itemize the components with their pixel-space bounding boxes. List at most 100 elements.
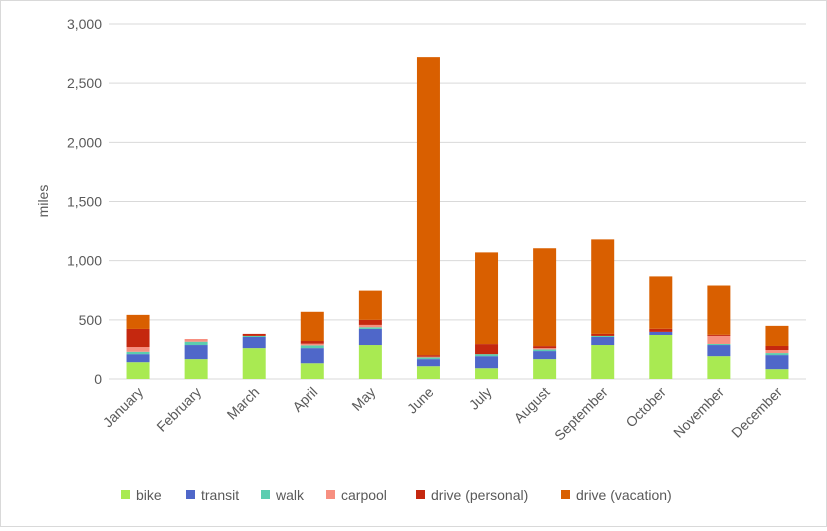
legend-item: bike	[121, 487, 162, 503]
bar-walk-may	[358, 327, 382, 329]
x-tick-label: January	[100, 384, 147, 431]
bar-drive-personal-may	[358, 319, 382, 325]
bar-drive-vacation-october	[649, 276, 673, 329]
x-tick-label: December	[728, 384, 785, 441]
bar-carpool-april	[300, 343, 324, 346]
x-axis-ticks: January February March April May June July Augu…	[100, 384, 786, 444]
y-tick-label: 1,500	[67, 194, 102, 210]
bar-transit-august	[533, 351, 557, 360]
y-tick-label: 500	[79, 312, 103, 328]
bar-carpool-may	[358, 324, 382, 328]
bar-walk-august	[533, 349, 557, 352]
legend-swatch	[561, 490, 570, 499]
legend-label: transit	[201, 487, 239, 503]
x-tick-label: April	[289, 384, 320, 415]
x-tick-label: October	[622, 384, 669, 431]
bar-bike-may	[358, 345, 382, 379]
bar-walk-february	[184, 341, 208, 346]
bar-bike-january	[126, 362, 150, 379]
bar-walk-july	[475, 354, 499, 357]
bar-carpool-august	[533, 348, 557, 350]
legend-item: drive (personal)	[416, 487, 528, 503]
bar-drive-vacation-december	[765, 325, 789, 346]
bar-transit-september	[591, 336, 615, 346]
legend-label: drive (personal)	[431, 487, 528, 503]
bar-transit-june	[416, 359, 440, 367]
y-tick-label: 1,000	[67, 253, 102, 269]
bar-bike-october	[649, 334, 673, 379]
legend-swatch	[416, 490, 425, 499]
legend-label: drive (vacation)	[576, 487, 672, 503]
bar-walk-april	[300, 345, 324, 349]
bar-drive-personal-march	[242, 333, 266, 336]
legend-item: drive (vacation)	[561, 487, 672, 503]
bar-drive-vacation-april	[300, 311, 324, 342]
bar-drive-personal-january	[126, 328, 150, 348]
bar-carpool-june	[416, 356, 440, 358]
bar-walk-november	[707, 343, 731, 346]
bar-bike-september	[591, 345, 615, 379]
y-axis-label: miles	[35, 185, 51, 218]
bar-drive-vacation-may	[358, 290, 382, 320]
bar-transit-december	[765, 355, 789, 370]
bar-bike-august	[533, 359, 557, 379]
y-tick-label: 2,000	[67, 134, 102, 150]
bar-walk-june	[416, 357, 440, 360]
y-tick-label: 2,500	[67, 75, 102, 91]
x-tick-label: July	[466, 384, 495, 413]
y-axis-ticks: 0 500 1,000 1,500 2,000 2,500 3,000	[67, 16, 102, 387]
x-tick-label: September	[551, 384, 611, 444]
legend-label: carpool	[341, 487, 387, 503]
bar-drive-vacation-august	[533, 248, 557, 347]
bar-drive-personal-april	[300, 341, 324, 344]
bar-carpool-january	[126, 347, 150, 352]
bar-transit-february	[184, 345, 208, 360]
x-tick-label: August	[511, 384, 553, 426]
bar-bike-december	[765, 369, 789, 379]
bar-walk-january	[126, 351, 150, 355]
bar-drive-vacation-july	[475, 252, 499, 345]
x-tick-label: November	[670, 384, 727, 441]
legend-swatch	[326, 490, 335, 499]
bar-drive-vacation-january	[126, 314, 150, 329]
bar-drive-personal-june	[416, 355, 440, 357]
bar-bike-april	[300, 363, 324, 379]
bar-drive-personal-july	[475, 344, 499, 355]
gridlines	[109, 23, 806, 380]
legend-swatch	[121, 490, 130, 499]
legend-swatch	[261, 490, 270, 499]
bar-bike-june	[416, 366, 440, 379]
bars	[126, 57, 789, 379]
bar-drive-personal-october	[649, 328, 673, 332]
bar-transit-march	[242, 336, 266, 349]
y-tick-label: 3,000	[67, 16, 102, 32]
bar-bike-july	[475, 368, 499, 379]
x-tick-label: March	[224, 384, 263, 423]
bar-transit-january	[126, 354, 150, 363]
bar-drive-vacation-june	[416, 57, 440, 356]
x-tick-label: June	[404, 384, 437, 417]
bar-transit-november	[707, 345, 731, 357]
bar-transit-may	[358, 328, 382, 346]
bar-walk-december	[765, 353, 789, 356]
bar-walk-september	[591, 335, 615, 337]
y-tick-label: 0	[94, 371, 102, 387]
legend-label: walk	[275, 487, 305, 503]
legend: bike transit walk carpool drive (personal) dr…	[121, 487, 672, 503]
bar-carpool-february	[184, 339, 208, 342]
bar-transit-october	[649, 331, 673, 335]
bar-drive-vacation-november	[707, 285, 731, 335]
x-tick-label: February	[153, 384, 204, 435]
bar-bike-february	[184, 359, 208, 379]
bar-walk-march	[242, 335, 266, 337]
bar-bike-march	[242, 348, 266, 379]
bar-carpool-december	[765, 350, 789, 354]
bar-bike-november	[707, 356, 731, 379]
legend-swatch	[186, 490, 195, 499]
bar-transit-july	[475, 356, 499, 369]
bar-drive-personal-september	[591, 333, 615, 336]
x-tick-label: May	[348, 384, 378, 414]
legend-item: transit	[186, 487, 239, 503]
